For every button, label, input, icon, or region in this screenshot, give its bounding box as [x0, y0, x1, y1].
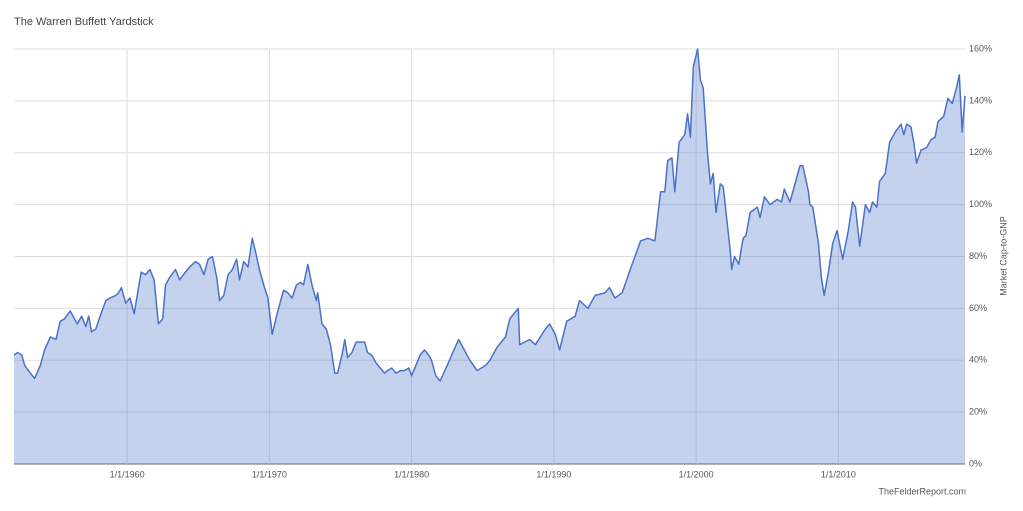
line [13, 48, 966, 382]
y-axis-label: Market Cap-to-GNP [998, 216, 1008, 296]
chart-title: The Warren Buffett Yardstick [14, 16, 154, 28]
y-tick-label: 40% [969, 355, 987, 365]
y-tick-label: 80% [969, 251, 987, 261]
y-tick-label: 100% [969, 199, 992, 209]
x-tick-label: 1/1/1990 [536, 469, 571, 479]
y-tick-label: 60% [969, 303, 987, 313]
x-tick-label: 1/1/2000 [679, 469, 714, 479]
x-tick-label: 1/1/1960 [110, 469, 145, 479]
y-tick-label: 20% [969, 407, 987, 417]
y-tick-label: 140% [969, 95, 992, 105]
y-tick-label: 160% [969, 43, 992, 53]
x-tick-label: 1/1/1980 [394, 469, 429, 479]
y-tick-label: 120% [969, 147, 992, 157]
x-tick-label: 1/1/1970 [252, 469, 287, 479]
source: TheFelderReport.com [878, 486, 966, 496]
area [14, 49, 965, 464]
x-tick-label: 1/1/2010 [821, 469, 856, 479]
y-tick-label: 0% [969, 458, 982, 468]
